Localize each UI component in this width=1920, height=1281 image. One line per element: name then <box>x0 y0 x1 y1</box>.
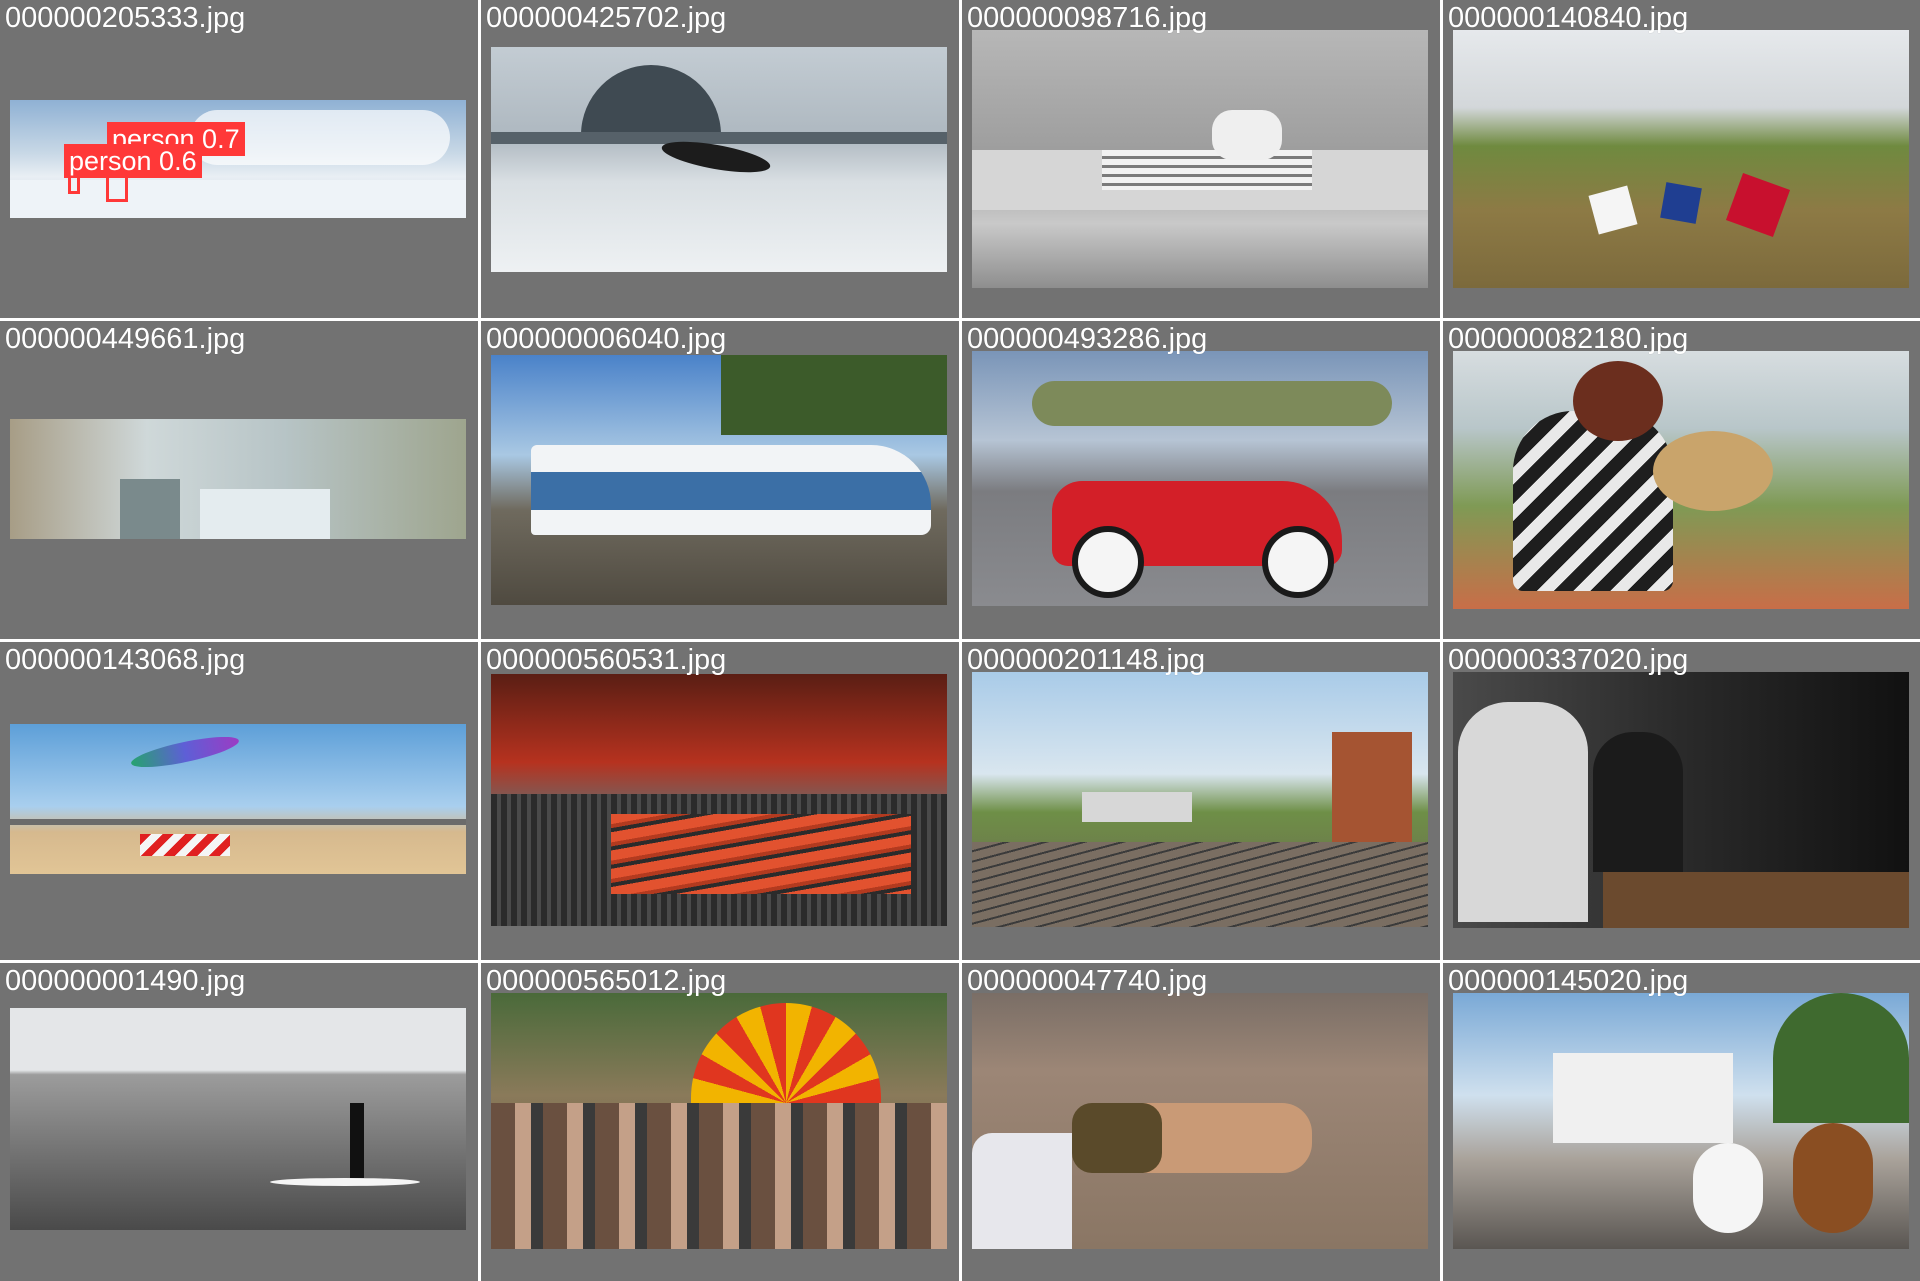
photo <box>972 672 1428 927</box>
pier-shape <box>10 819 466 825</box>
grid-cell: 000000098716.jpg person 0.7 <box>962 0 1440 318</box>
grid-cell: 000000205333.jpg person 0.7 person 0.6 <box>0 0 478 318</box>
file-name: 000000337020.jpg <box>1448 644 1689 676</box>
file-name: 000000560531.jpg <box>486 644 727 676</box>
umbrella-shape <box>691 1003 881 1103</box>
castle-shape <box>1553 1053 1733 1143</box>
grid-cell: 000000140840.jpg person 0.7 person 0.3 p… <box>1443 0 1920 318</box>
grid-cell: 000000337020.jpg person 0.7 person 0.8 p… <box>1443 642 1920 960</box>
track-shape <box>972 842 1428 927</box>
tram-shape <box>531 445 931 535</box>
kite-shape <box>1725 172 1791 238</box>
file-name: 000000145020.jpg <box>1448 965 1689 997</box>
photo <box>972 30 1428 288</box>
airplane-shape <box>1032 381 1392 426</box>
sausage-shape <box>611 814 911 894</box>
paddleboard-shape <box>270 1178 420 1186</box>
teddy-bear-shape <box>1793 1123 1873 1233</box>
counter-shape <box>1603 872 1909 928</box>
grid-cell: 000000145020.jpg person 0.3 person 0.4 p… <box>1443 963 1920 1281</box>
grid-cell: 000000082180.jpg person 0.6 <box>1443 321 1920 639</box>
grid-cell: 000000047740.jpg person 0.9 person 0.4 p… <box>962 963 1440 1281</box>
grid-cell: 000000006040.jpg person 0.3 person 0.3 <box>481 321 959 639</box>
file-name: 000000047740.jpg <box>967 965 1208 997</box>
photo <box>1453 351 1909 609</box>
photo <box>491 47 947 272</box>
kite-shape <box>129 730 241 774</box>
chair-shape <box>120 479 180 539</box>
paddler-shape <box>350 1103 364 1178</box>
photo <box>491 355 947 605</box>
photo <box>491 674 947 926</box>
duck-shape <box>1693 1143 1763 1233</box>
photo <box>10 419 466 539</box>
kite-shape <box>1660 182 1702 224</box>
dog-shape <box>1653 431 1773 511</box>
grid-cell: 000000449661.jpg person 0.8 <box>0 321 478 639</box>
bench-shape <box>1102 150 1312 190</box>
grid-cell: 000000001490.jpg person 0.9 <box>0 963 478 1281</box>
file-name: 000000082180.jpg <box>1448 323 1689 355</box>
shirt-shape <box>972 1133 1072 1249</box>
woman-shape <box>1513 411 1673 591</box>
grid-cell: 000000493286.jpg person 0.6 person 0.5 p… <box>962 321 1440 639</box>
wheel-shape <box>1262 526 1334 598</box>
chef-shape <box>1458 702 1588 922</box>
shore-shape <box>491 132 947 144</box>
grid-cell: 000000565012.jpg person 0.3 person 0.8 p… <box>481 963 959 1281</box>
file-name: 000000001490.jpg <box>5 965 246 997</box>
kite-shape <box>1588 185 1638 235</box>
snow-slope-shape <box>10 180 466 218</box>
photo <box>1453 30 1909 288</box>
grid-cell: 000000143068.jpg person 0.3 person 0.8 p… <box>0 642 478 960</box>
photo <box>972 993 1428 1249</box>
tree-shape <box>721 355 947 435</box>
file-name: 000000565012.jpg <box>486 965 727 997</box>
file-name: 000000493286.jpg <box>967 323 1208 355</box>
man-suit-shape <box>1593 732 1683 872</box>
wheel-shape <box>1072 526 1144 598</box>
file-name: 000000201148.jpg <box>967 644 1206 676</box>
bed-shape <box>200 489 330 539</box>
photo <box>491 993 947 1249</box>
christmas-tree-shape <box>1773 993 1909 1123</box>
file-name: 000000449661.jpg <box>5 323 246 355</box>
file-name: 000000140840.jpg <box>1448 2 1689 34</box>
shorts-shape <box>1072 1103 1162 1173</box>
photo <box>972 351 1428 606</box>
photo <box>1453 993 1909 1249</box>
photo <box>1453 672 1909 928</box>
file-name: 000000425702.jpg <box>486 2 727 34</box>
file-name: 000000006040.jpg <box>486 323 727 355</box>
train-shape <box>1082 792 1192 822</box>
photo <box>10 1008 466 1230</box>
file-name: 000000143068.jpg <box>5 644 246 676</box>
file-name: 000000098716.jpg <box>967 2 1208 34</box>
grid-cell: 000000425702.jpg person 0.8 <box>481 0 959 318</box>
windbreak-shape <box>140 834 230 856</box>
hair-shape <box>1573 361 1663 441</box>
person-shape <box>1212 110 1282 160</box>
grid-cell: 000000560531.jpg person 0.4 <box>481 642 959 960</box>
photo <box>10 724 466 874</box>
grid-cell: 000000201148.jpg <box>962 642 1440 960</box>
file-name: 000000205333.jpg <box>5 2 246 34</box>
detection-label: person 0.6 <box>64 144 202 178</box>
signal-box-shape <box>1332 732 1412 842</box>
mountain-shape <box>581 65 721 135</box>
crowd-shape <box>491 1103 947 1249</box>
